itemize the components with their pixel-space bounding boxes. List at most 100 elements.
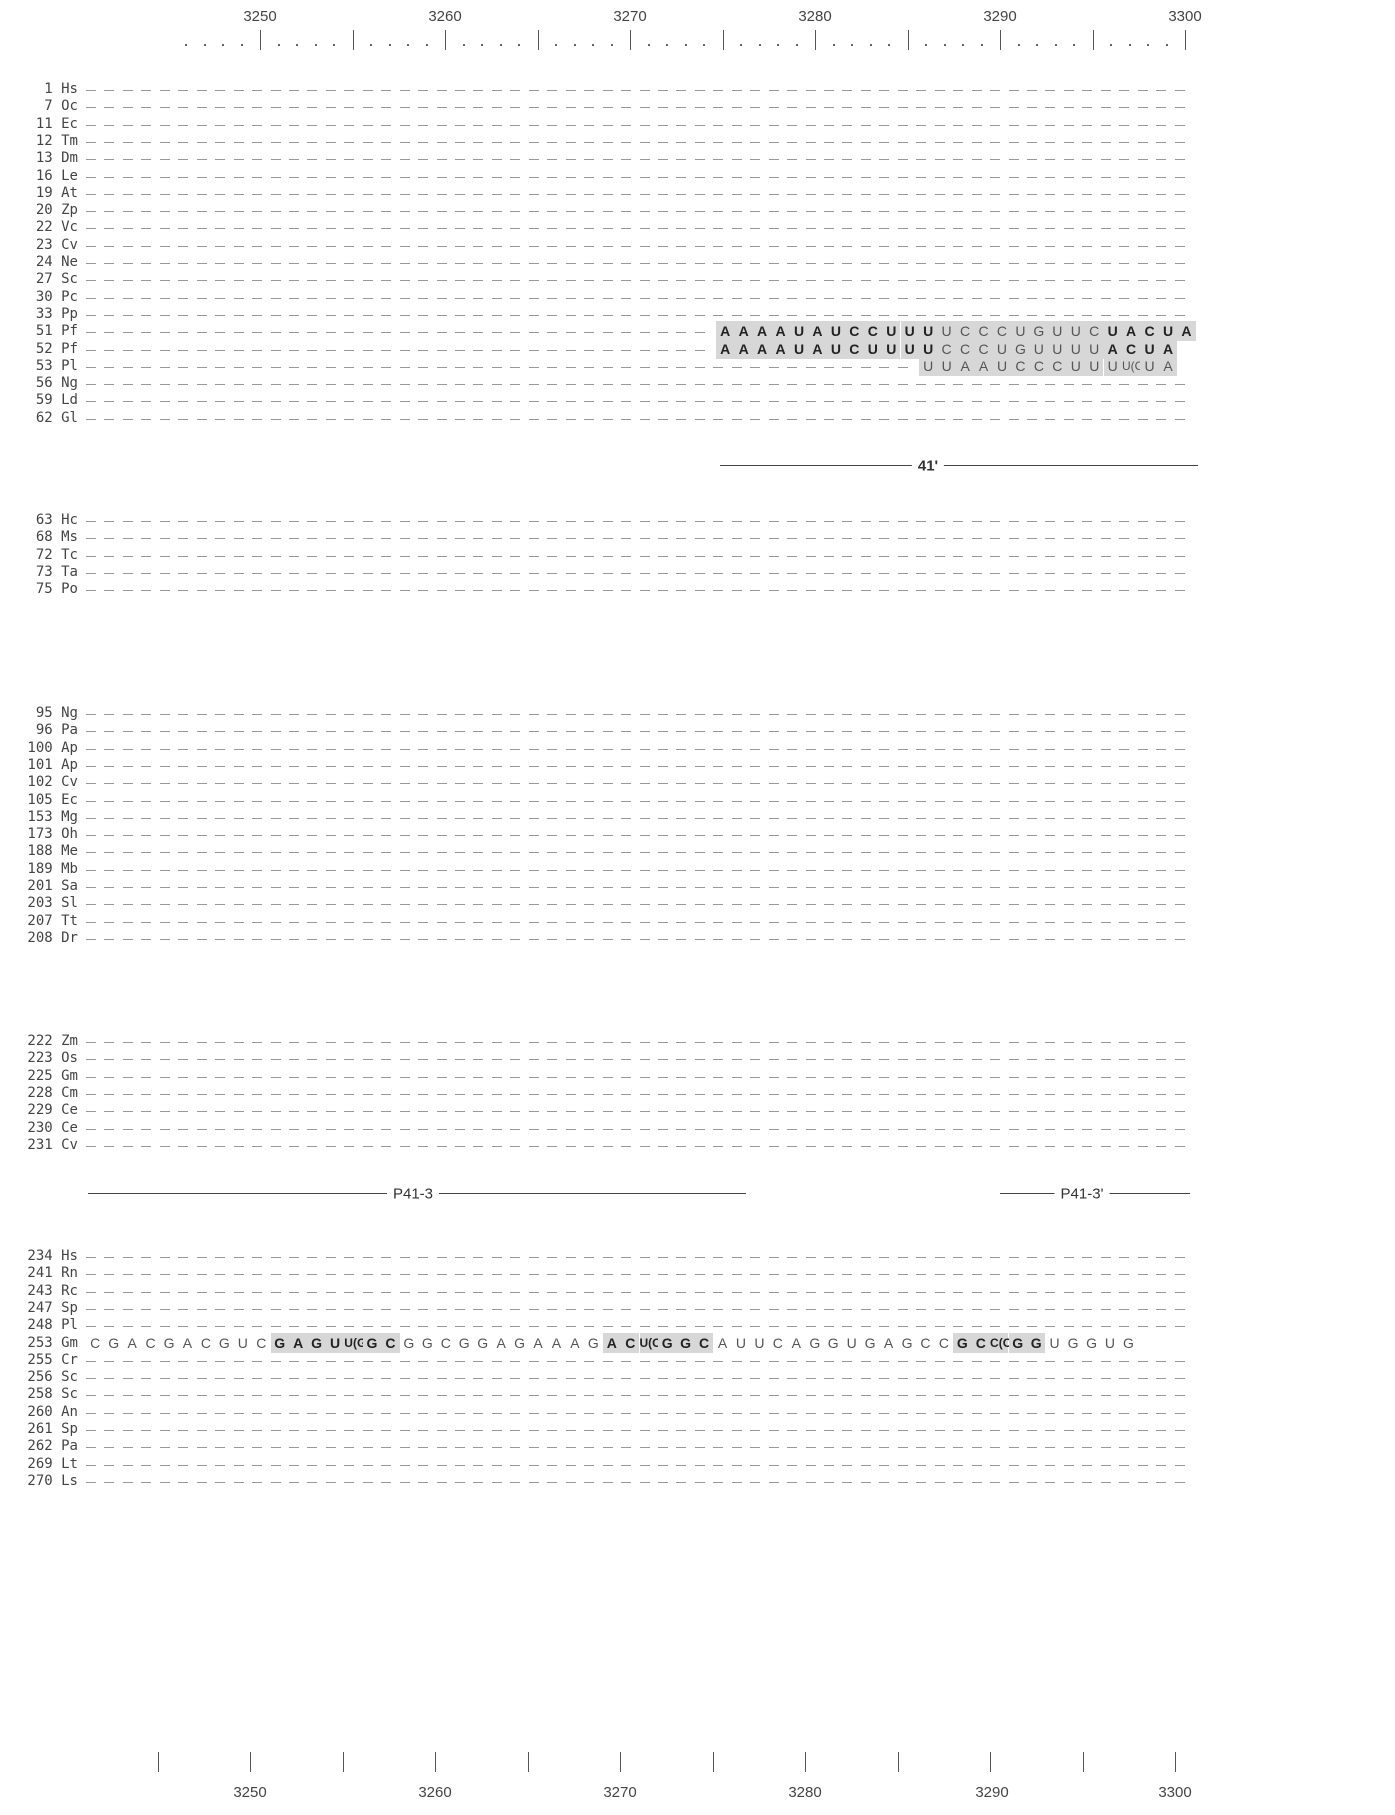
gap-dash — [196, 366, 207, 368]
gap-dash — [842, 124, 853, 126]
gap-dash — [455, 384, 465, 386]
gap-dash — [288, 280, 299, 282]
gap-dash — [842, 1076, 853, 1078]
gap-dash — [657, 297, 668, 299]
gap-dash — [1082, 1395, 1093, 1397]
gap-dash — [159, 1042, 170, 1043]
gap-dash — [288, 228, 299, 230]
gap-dash — [381, 887, 392, 888]
gap-dash — [473, 748, 484, 750]
gap-dash — [1045, 887, 1056, 888]
gap-dash — [934, 228, 945, 230]
gap-dash — [215, 1059, 226, 1061]
gap-dash — [104, 852, 115, 854]
gap-dash — [842, 193, 853, 195]
gap-dash — [805, 538, 816, 540]
gap-dash — [713, 1291, 724, 1293]
gap-dash — [713, 765, 724, 767]
gap-dash — [344, 1042, 355, 1043]
gap-dash — [510, 1326, 521, 1328]
gap-dash — [122, 1257, 133, 1258]
species-code: Ap — [52, 756, 78, 773]
gap-dash — [1026, 921, 1037, 923]
gap-dash — [1119, 280, 1130, 282]
gap-dash — [1045, 1059, 1056, 1061]
residue: U — [992, 355, 1012, 376]
ruler-major-tick — [250, 1752, 251, 1772]
gap-dash — [897, 1274, 908, 1276]
gap-dash — [473, 1291, 484, 1293]
gap-dash — [860, 1274, 871, 1276]
gap-dash — [1026, 1378, 1037, 1380]
gap-dash — [122, 366, 133, 368]
gap-dash — [196, 211, 207, 213]
gap-dash — [528, 1447, 539, 1449]
gap-dash — [381, 1412, 392, 1414]
gap-dash — [768, 748, 779, 750]
gap-dash — [694, 1447, 705, 1449]
gap-dash — [953, 176, 964, 178]
gap-dash — [657, 401, 668, 403]
gap-dash — [455, 349, 465, 351]
gap-dash — [510, 852, 521, 854]
gap-dash — [86, 280, 96, 282]
gap-dash — [1137, 748, 1148, 750]
gap-dash — [528, 211, 539, 213]
gap-dash — [879, 176, 890, 178]
gap-dash — [824, 1447, 834, 1449]
gap-dash — [325, 555, 336, 557]
gap-dash — [233, 1395, 244, 1397]
gap-dash — [1082, 141, 1093, 143]
gap-dash — [676, 817, 687, 819]
gap-dash — [381, 783, 392, 785]
gap-dash — [639, 1042, 650, 1043]
gap-dash — [196, 1378, 207, 1380]
gap-dash — [86, 332, 96, 334]
gap-dash — [491, 245, 502, 247]
gap-dash — [787, 418, 798, 420]
gap-dash — [1119, 107, 1130, 109]
gap-dash — [455, 1326, 465, 1328]
gap-dash — [602, 124, 613, 126]
gap-dash — [362, 297, 373, 299]
gap-dash — [344, 1076, 355, 1078]
gap-dash — [879, 1145, 890, 1147]
gap-dash — [436, 245, 447, 247]
gap-dash — [657, 1291, 668, 1293]
gap-dash — [860, 107, 871, 109]
species-code: Mb — [52, 860, 78, 877]
gap-dash — [547, 1326, 558, 1328]
gap-dash — [824, 263, 834, 264]
gap-dash — [307, 193, 318, 195]
gap-dash — [399, 1111, 410, 1113]
gap-dash — [565, 384, 576, 386]
gap-dash — [676, 938, 687, 940]
gap-dash — [1119, 1145, 1130, 1147]
gap-dash — [584, 538, 595, 540]
gap-dash — [1026, 124, 1037, 126]
row-number: 248 — [27, 1317, 53, 1334]
row-number: 188 — [27, 843, 53, 860]
gap-dash — [713, 748, 724, 750]
gap-dash — [307, 1145, 318, 1147]
gap-dash — [971, 572, 982, 574]
gap-dash — [104, 176, 115, 178]
gap-dash — [879, 193, 890, 195]
gap-dash — [1119, 1481, 1130, 1483]
gap-dash — [934, 835, 945, 837]
gap-dash — [953, 1291, 964, 1293]
gap-dash — [344, 332, 355, 334]
gap-dash — [1026, 887, 1037, 888]
gap-dash — [270, 1257, 281, 1258]
ruler-dot — [851, 44, 853, 46]
gap-dash — [1119, 1430, 1130, 1431]
gap-dash — [916, 1378, 927, 1380]
gap-dash — [215, 349, 226, 351]
row-number: 189 — [27, 860, 53, 877]
gap-dash — [713, 938, 724, 940]
gap-dash — [325, 1291, 336, 1293]
gap-dash — [1026, 1111, 1037, 1113]
gap-dash — [233, 124, 244, 126]
gap-dash — [1100, 1093, 1111, 1095]
gap-dash — [768, 384, 779, 386]
